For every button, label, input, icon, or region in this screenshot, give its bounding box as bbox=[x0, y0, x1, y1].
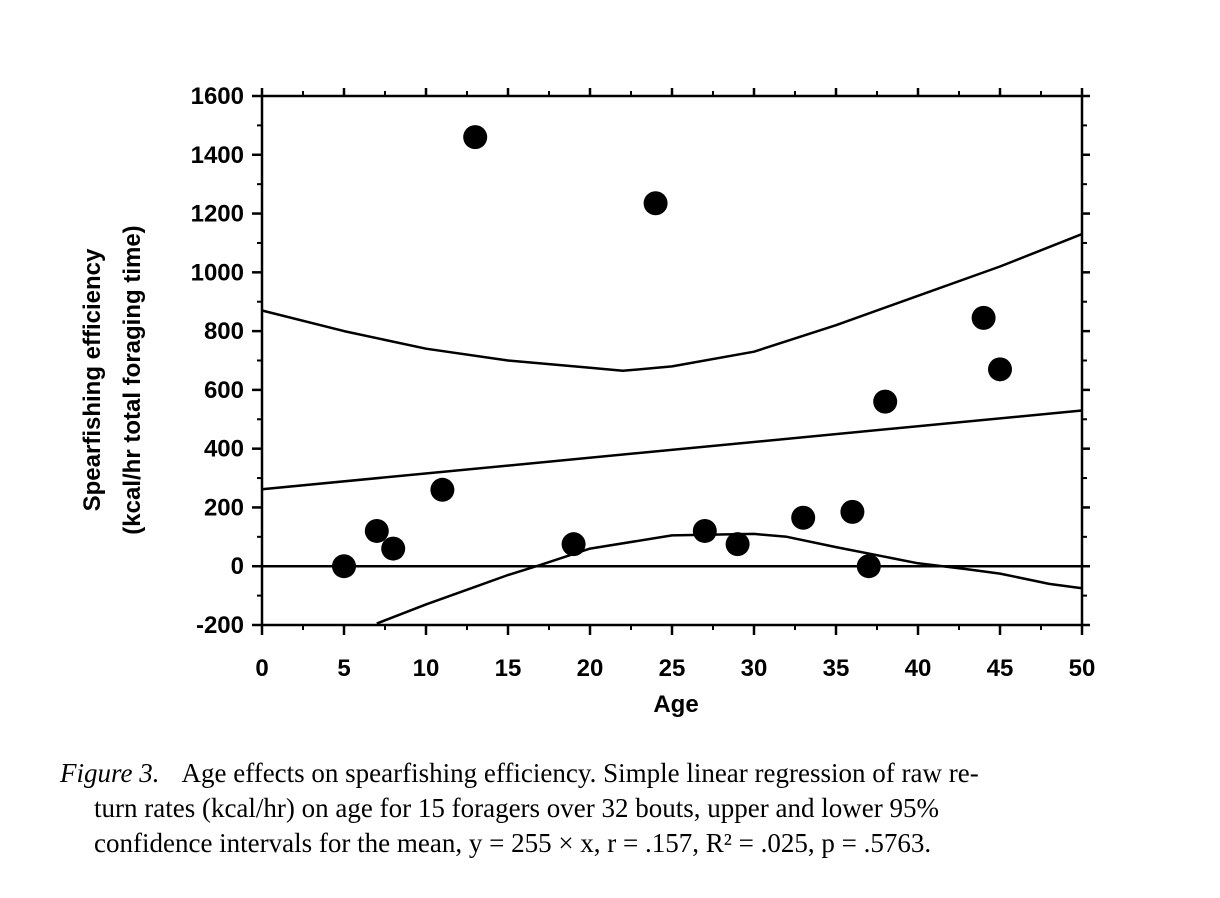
axis-ticks bbox=[252, 88, 1090, 635]
figure-caption: Figure 3. Age effects on spearfishing eff… bbox=[60, 756, 1180, 861]
data-point bbox=[332, 554, 356, 579]
data-point bbox=[643, 191, 668, 216]
data-point bbox=[364, 518, 389, 543]
x-tick-label: 15 bbox=[495, 655, 522, 682]
data-point bbox=[791, 505, 816, 530]
x-axis-title: Age bbox=[653, 691, 698, 718]
upper-confidence-curve bbox=[261, 232, 1083, 373]
x-tick-label: 35 bbox=[823, 655, 850, 682]
fit-curves bbox=[261, 232, 1083, 625]
x-tick-label: 20 bbox=[577, 655, 604, 682]
caption-line-3: confidence intervals for the mean, y = 2… bbox=[94, 828, 932, 858]
y-tick-label: 200 bbox=[204, 494, 244, 521]
x-tick-label: 40 bbox=[905, 655, 932, 682]
scatter-chart: 0 5 10 15 20 25 30 35 40 45 50 -200 0 200 400 600 800 10… bbox=[79, 83, 1095, 718]
y-tick-label: 1400 bbox=[191, 142, 244, 169]
x-tick-label: 45 bbox=[987, 655, 1014, 682]
data-point bbox=[430, 477, 455, 502]
y-axis-title-line2: (kcal/hr total foraging time) bbox=[119, 225, 146, 534]
x-tick-label: 5 bbox=[337, 655, 350, 682]
y-tick-label: 1200 bbox=[191, 201, 244, 228]
y-tick-label: 1000 bbox=[191, 259, 244, 286]
y-tick-label: 1600 bbox=[191, 83, 244, 110]
y-tick-label: -200 bbox=[196, 612, 244, 639]
data-point bbox=[561, 532, 586, 557]
x-tick-label: 30 bbox=[741, 655, 768, 682]
x-tick-label: 50 bbox=[1069, 655, 1096, 682]
y-tick-label: 800 bbox=[204, 318, 244, 345]
regression-line bbox=[261, 409, 1083, 491]
caption-text-1: Age effects on spearfishing efficiency. … bbox=[181, 758, 979, 788]
y-tick-label: 0 bbox=[231, 553, 244, 580]
y-tick-label: 400 bbox=[204, 436, 244, 463]
y-tick-labels: -200 0 200 400 600 800 1000 1200 1400 1600 bbox=[191, 83, 244, 639]
data-point bbox=[692, 518, 717, 543]
caption-line-1: Figure 3. Age effects on spearfishing eff… bbox=[60, 756, 1180, 791]
y-tick-label: 600 bbox=[204, 377, 244, 404]
data-point bbox=[971, 305, 996, 330]
data-point bbox=[381, 536, 406, 561]
x-tick-label: 25 bbox=[659, 655, 686, 682]
data-point bbox=[856, 554, 881, 579]
caption-line-2: turn rates (kcal/hr) on age for 15 forag… bbox=[94, 793, 939, 823]
x-tick-label: 0 bbox=[255, 655, 268, 682]
data-point bbox=[873, 389, 898, 414]
data-points bbox=[332, 125, 1012, 579]
x-tick-label: 10 bbox=[413, 655, 440, 682]
x-tick-labels: 0 5 10 15 20 25 30 35 40 45 50 bbox=[255, 655, 1095, 682]
data-point bbox=[840, 499, 865, 524]
data-point bbox=[988, 357, 1012, 382]
lower-confidence-curve bbox=[376, 532, 1083, 625]
data-point bbox=[725, 532, 750, 557]
data-point bbox=[463, 125, 488, 150]
figure-label: Figure 3. bbox=[60, 758, 160, 788]
y-axis-title-line1: Spearfishing efficiency bbox=[79, 248, 106, 511]
